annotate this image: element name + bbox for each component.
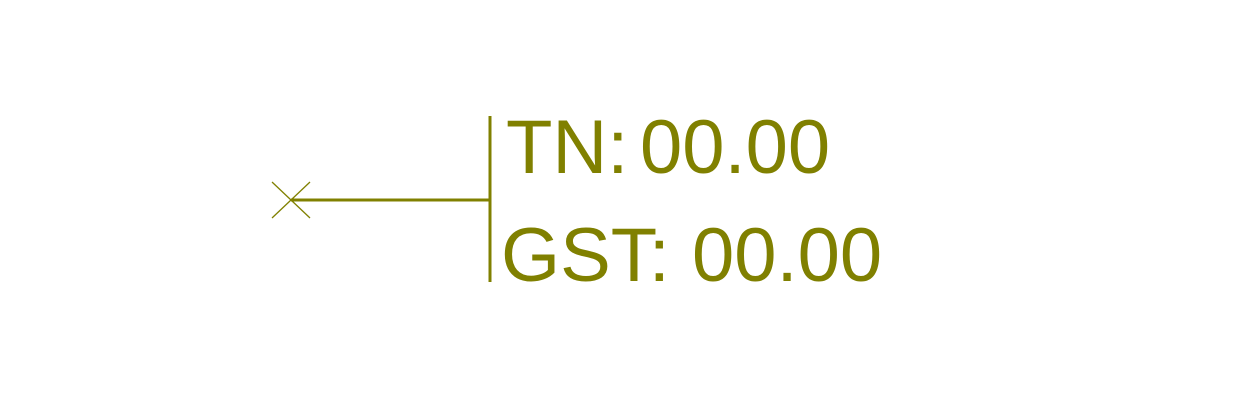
gst-value: 00.00: [692, 213, 882, 298]
tn-value: 00.00: [640, 105, 830, 190]
tn-label: TN:: [506, 105, 628, 190]
gst-label: GST:: [501, 213, 670, 298]
